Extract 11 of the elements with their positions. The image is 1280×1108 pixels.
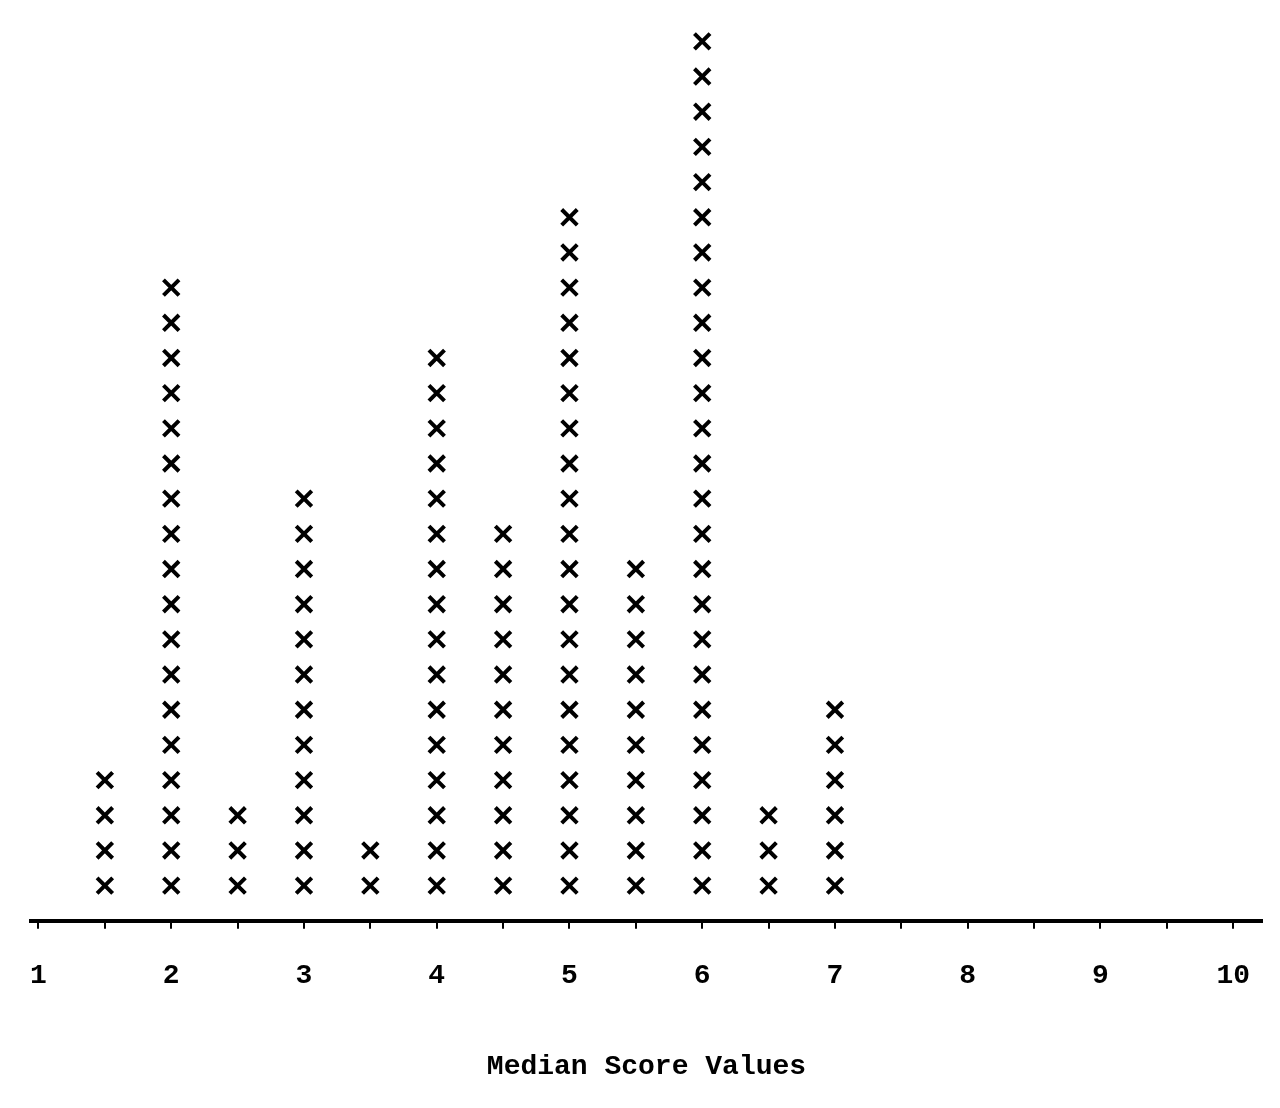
x-tick-label: 9 xyxy=(1092,959,1109,991)
x-tick-label: 7 xyxy=(826,959,844,991)
x-tick-label: 5 xyxy=(561,959,578,991)
x-tick-label: 10 xyxy=(1216,959,1251,991)
x-tick-label: 6 xyxy=(693,959,711,991)
x-tick-label: 2 xyxy=(162,959,180,991)
x-tick-label: 4 xyxy=(428,959,446,991)
x-tick-label: 3 xyxy=(295,959,313,991)
x-axis-title: Median Score Values xyxy=(486,1051,807,1083)
x-tick-label: 1 xyxy=(30,959,47,991)
x-tick-label: 8 xyxy=(959,959,977,991)
